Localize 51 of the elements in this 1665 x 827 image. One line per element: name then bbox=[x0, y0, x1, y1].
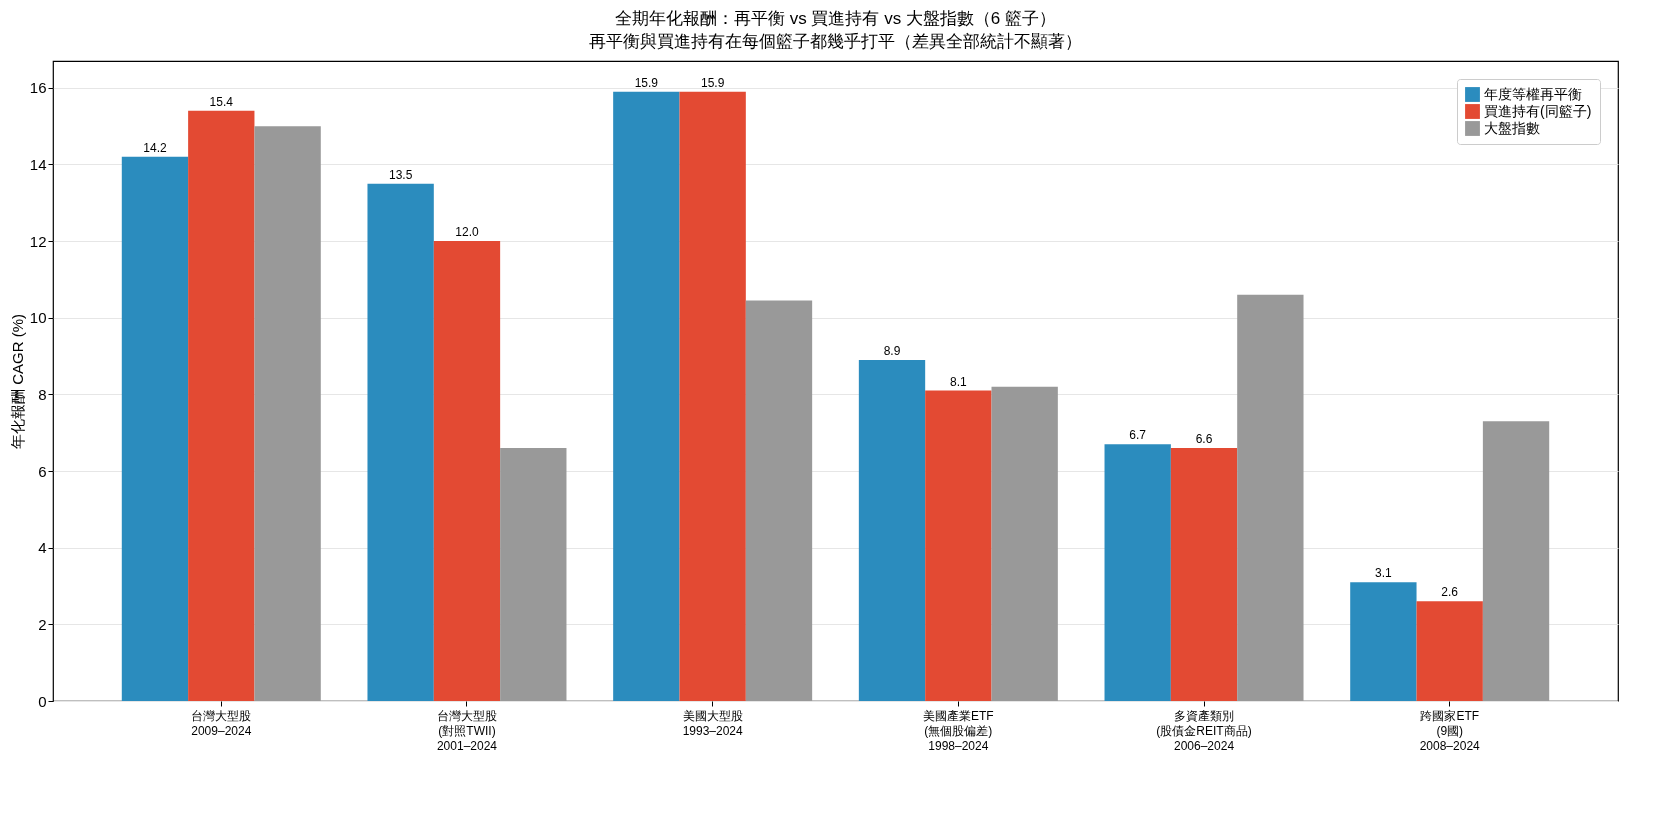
data-label: 6.7 bbox=[1129, 428, 1147, 443]
data-label: 13.5 bbox=[388, 167, 413, 182]
data-label: 2.6 bbox=[1441, 585, 1459, 600]
bar bbox=[1104, 444, 1171, 701]
bar bbox=[188, 110, 255, 701]
chart-title: 全期年化報酬：再平衡 vs 買進持有 vs 大盤指數（6 籃子） bbox=[614, 9, 1057, 28]
data-label: 6.6 bbox=[1195, 432, 1213, 447]
data-label: 14.2 bbox=[143, 140, 167, 155]
bar bbox=[925, 390, 992, 701]
legend-label: 大盤指數 bbox=[1484, 119, 1540, 136]
data-label: 8.1 bbox=[950, 374, 968, 389]
legend-label: 年度等權再平衡 bbox=[1484, 85, 1582, 102]
bar bbox=[679, 91, 746, 701]
legend-label: 買進持有(同籃子) bbox=[1484, 102, 1592, 119]
bar bbox=[121, 156, 189, 701]
bar bbox=[254, 126, 321, 701]
bar bbox=[500, 448, 567, 701]
bar bbox=[1482, 421, 1550, 701]
y-tick-label: 4 bbox=[38, 539, 47, 557]
bar bbox=[433, 241, 501, 701]
data-label: 15.4 bbox=[209, 94, 234, 109]
x-tick-label: 美國大型股 1993–2024 bbox=[682, 708, 744, 738]
bar bbox=[613, 91, 680, 701]
data-label: 3.1 bbox=[1375, 566, 1393, 581]
y-tick-label: 12 bbox=[29, 232, 47, 250]
y-tick-label: 2 bbox=[38, 615, 47, 633]
chart-subtitle: 再平衡與買進持有在每個籃子都幾乎打平（差異全部統計不顯著） bbox=[589, 32, 1082, 51]
x-tick-label: 台灣大型股 (對照TWII) 2001–2024 bbox=[436, 708, 498, 753]
bar bbox=[858, 359, 926, 701]
y-tick-label: 6 bbox=[38, 462, 47, 480]
data-label: 15.9 bbox=[634, 75, 659, 90]
x-tick-label: 跨國家ETF (9國) 2008–2024 bbox=[1419, 708, 1481, 753]
y-tick-label: 16 bbox=[29, 79, 47, 97]
y-tick-label: 10 bbox=[29, 309, 47, 327]
data-label: 15.9 bbox=[700, 75, 725, 90]
data-label: 8.9 bbox=[883, 343, 901, 358]
y-tick-label: 0 bbox=[38, 692, 47, 710]
y-tick-label: 8 bbox=[38, 385, 47, 403]
bar bbox=[1237, 294, 1304, 701]
bar bbox=[367, 183, 434, 701]
x-tick-label: 多資產類別 (股債金REIT商品) 2006–2024 bbox=[1156, 708, 1252, 753]
bar bbox=[1350, 582, 1417, 701]
bar bbox=[1170, 448, 1238, 701]
x-tick-label: 美國產業ETF (無個股偏差) 1998–2024 bbox=[923, 708, 994, 753]
y-axis-title: 年化報酬 CAGR (%) bbox=[8, 314, 26, 449]
bar bbox=[745, 300, 813, 701]
bar bbox=[991, 386, 1058, 701]
y-tick-label: 14 bbox=[29, 155, 47, 173]
bar bbox=[1416, 601, 1483, 701]
data-label: 12.0 bbox=[455, 225, 479, 240]
x-tick-label: 台灣大型股 2009–2024 bbox=[191, 708, 252, 738]
